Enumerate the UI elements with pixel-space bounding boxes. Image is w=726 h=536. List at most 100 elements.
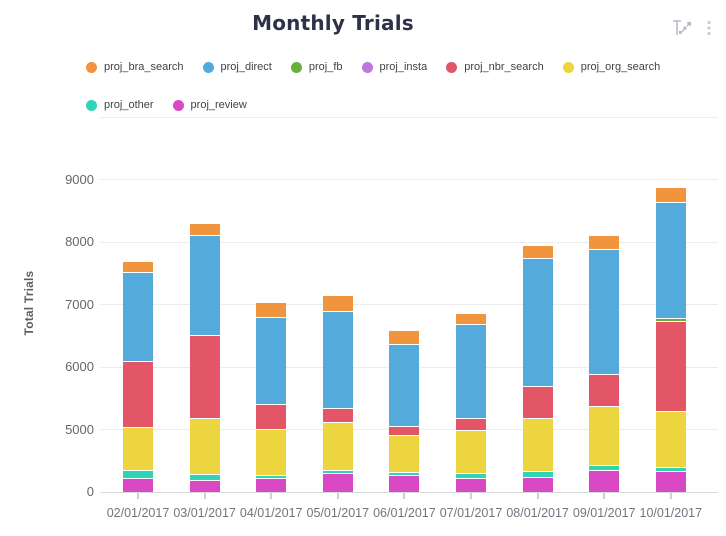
x-axis-tick (536, 493, 539, 499)
x-axis-tick (203, 493, 206, 499)
bar-segment-proj_bra_search[interactable] (256, 303, 287, 318)
legend-item-proj_bra_search[interactable]: proj_bra_search (86, 60, 184, 74)
widget-toolbar (670, 18, 712, 38)
bar-segment-proj_other[interactable] (655, 467, 686, 472)
x-axis-label: 04/01/2017 (239, 506, 303, 520)
legend-dot-icon (361, 61, 373, 73)
bar-segment-proj_org_search[interactable] (522, 418, 553, 472)
legend: proj_bra_search proj_direct proj_fb proj_in… (86, 60, 692, 112)
legend-item-proj_other[interactable]: proj_other (86, 98, 154, 112)
bar-segment-proj_review[interactable] (123, 478, 153, 492)
legend-dot-icon (202, 61, 214, 73)
bar-segment-proj_nbr_search[interactable] (589, 375, 620, 407)
bar-segment-proj_review[interactable] (522, 477, 553, 492)
legend-item-proj_org_search[interactable]: proj_org_search (562, 60, 661, 74)
bar-segment-proj_bra_search[interactable] (123, 262, 153, 273)
bar-segment-proj_fb[interactable] (655, 318, 686, 322)
bar-segment-proj_direct[interactable] (522, 258, 553, 387)
legend-item-label: proj_org_search (580, 61, 661, 73)
legend-item-label: proj_insta (379, 61, 428, 73)
x-axis-label: 07/01/2017 (439, 506, 503, 520)
y-axis-label: 7000 (65, 296, 94, 312)
legend-dot-icon (86, 99, 97, 111)
bar-segment-proj_bra_search[interactable] (322, 296, 353, 312)
y-axis-label: 0 (86, 484, 94, 499)
bar-segment-proj_review[interactable] (456, 478, 486, 492)
bar-segment-proj_other[interactable] (389, 472, 420, 476)
bar-segment-proj_nbr_search[interactable] (322, 408, 353, 423)
y-axis-label: 6000 (65, 359, 94, 374)
legend-dot-icon (86, 61, 97, 73)
bar-segment-proj_other[interactable] (322, 470, 353, 474)
bar-segment-proj_nbr_search[interactable] (456, 418, 486, 432)
bar-segment-proj_org_search[interactable] (389, 436, 420, 473)
x-axis-tick (470, 493, 472, 499)
legend-item-proj_review[interactable]: proj_review (172, 98, 247, 112)
bar-segment-proj_other[interactable] (123, 471, 153, 479)
explore-chart-icon[interactable] (670, 18, 694, 38)
bar-segment-proj_direct[interactable] (123, 272, 153, 362)
bar-segment-proj_nbr_search[interactable] (256, 404, 287, 430)
bar-segment-proj_bra_search[interactable] (389, 331, 420, 346)
bar-segment-proj_org_search[interactable] (123, 427, 153, 472)
bar-segment-proj_bra_search[interactable] (589, 235, 620, 250)
bar-segment-proj_org_search[interactable] (589, 407, 620, 466)
bar-segment-proj_org_search[interactable] (322, 422, 353, 471)
legend-item-label: proj_nbr_search (464, 61, 544, 73)
bar-segment-proj_other[interactable] (522, 471, 553, 478)
bar-segment-proj_nbr_search[interactable] (655, 322, 686, 412)
bar-segment-proj_org_search[interactable] (256, 429, 287, 477)
x-axis-tick (137, 493, 139, 499)
bar-segment-proj_nbr_search[interactable] (123, 362, 153, 428)
bar-segment-proj_direct[interactable] (189, 236, 220, 337)
bar-segment-proj_org_search[interactable] (456, 431, 486, 474)
kebab-menu-icon[interactable] (706, 18, 712, 38)
legend-item-label: proj_other (104, 99, 154, 111)
bar-segment-proj_direct[interactable] (322, 312, 353, 409)
bar-segment-proj_nbr_search[interactable] (189, 336, 220, 419)
bar-segment-proj_bra_search[interactable] (522, 245, 553, 259)
chart-title: Monthly Trials (252, 11, 414, 35)
y-axis-label: 5000 (65, 421, 94, 437)
legend-item-label: proj_review (190, 99, 247, 111)
bar-segment-proj_direct[interactable] (589, 249, 620, 376)
bar-segment-proj_review[interactable] (256, 478, 287, 492)
legend-dot-icon (562, 61, 574, 73)
bar-segment-proj_other[interactable] (589, 465, 620, 472)
bar-segment-proj_bra_search[interactable] (456, 313, 486, 326)
bar-segment-proj_review[interactable] (189, 481, 220, 492)
bar-segment-proj_bra_search[interactable] (655, 187, 686, 204)
gridline (100, 116, 718, 118)
x-axis-tick (403, 493, 406, 499)
gridline (100, 179, 718, 180)
bar-segment-proj_nbr_search[interactable] (389, 427, 420, 437)
bar-segment-proj_other[interactable] (256, 476, 287, 479)
bar-segment-proj_review[interactable] (389, 475, 420, 492)
legend-item-proj_nbr_search[interactable]: proj_nbr_search (446, 60, 544, 74)
bar-segment-proj_org_search[interactable] (189, 418, 220, 475)
x-axis-tick (669, 493, 672, 499)
legend-item-proj_direct[interactable]: proj_direct (202, 60, 272, 74)
legend-item-proj_insta[interactable]: proj_insta (361, 60, 428, 74)
bar-segment-proj_review[interactable] (589, 471, 620, 492)
bar-segment-proj_org_search[interactable] (655, 412, 686, 468)
x-axis-label: 06/01/2017 (373, 506, 436, 520)
bar-segment-proj_direct[interactable] (456, 325, 486, 419)
bar-segment-proj_direct[interactable] (389, 345, 420, 427)
bar-segment-proj_other[interactable] (456, 473, 486, 479)
bar-segment-proj_nbr_search[interactable] (522, 387, 553, 419)
x-axis-tick (336, 493, 339, 499)
x-axis-label: 09/01/2017 (572, 506, 636, 520)
bar-segment-proj_review[interactable] (655, 471, 686, 492)
legend-dot-icon (172, 99, 184, 111)
bar-segment-proj_direct[interactable] (256, 317, 287, 405)
bar-segment-proj_other[interactable] (189, 474, 220, 482)
legend-item-label: proj_bra_search (104, 61, 184, 73)
x-axis-label: 03/01/2017 (173, 506, 236, 520)
bar-segment-proj_bra_search[interactable] (189, 223, 220, 237)
bar-segment-proj_direct[interactable] (655, 203, 686, 319)
legend-item-proj_fb[interactable]: proj_fb (290, 60, 343, 74)
bar-segment-proj_review[interactable] (322, 473, 353, 492)
